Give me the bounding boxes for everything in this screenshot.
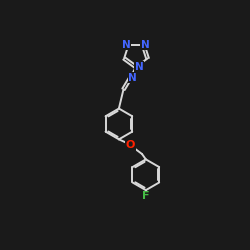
Text: O: O — [126, 140, 135, 150]
Text: N: N — [122, 40, 131, 50]
Text: F: F — [142, 191, 150, 201]
Text: N: N — [128, 73, 137, 83]
Text: N: N — [134, 62, 143, 72]
Text: N: N — [141, 40, 150, 50]
